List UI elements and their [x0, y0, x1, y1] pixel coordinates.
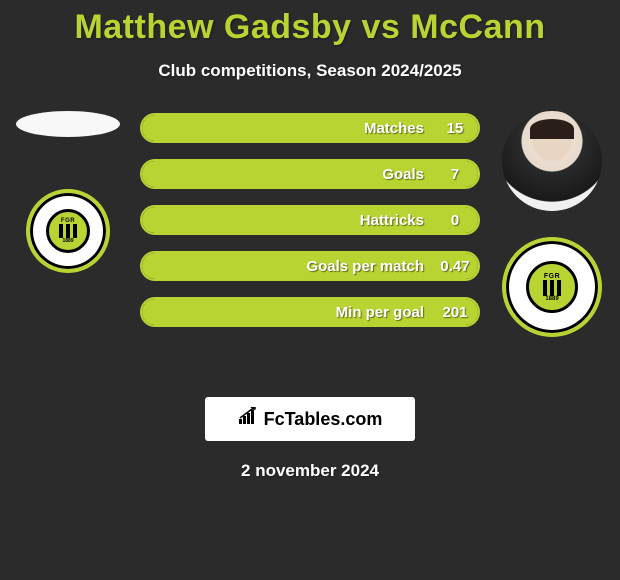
stat-bar: Hattricks0: [140, 205, 480, 235]
right-player-photo: [502, 111, 602, 211]
stat-value: 7: [432, 166, 478, 183]
club-abbr: FGR: [544, 273, 560, 280]
page-title: Matthew Gadsby vs McCann: [0, 0, 620, 47]
right-player-column: FGR 1889: [492, 111, 612, 337]
club-badge-inner: FGR 1889: [526, 261, 578, 313]
left-player-photo-placeholder: [16, 111, 120, 137]
season-subtitle: Club competitions, Season 2024/2025: [0, 61, 620, 81]
stat-value: 201: [432, 304, 478, 321]
footer-brand-text: FcTables.com: [264, 409, 383, 430]
stat-value: 0.47: [432, 258, 478, 275]
club-badge-inner: FGR 1889: [46, 209, 90, 253]
chart-icon: [238, 407, 260, 431]
club-stripes-icon: [543, 280, 561, 296]
stat-label: Goals per match: [142, 258, 432, 275]
stat-bar: Min per goal201: [140, 297, 480, 327]
stat-label: Matches: [142, 120, 432, 137]
club-year: 1889: [545, 296, 558, 302]
stat-value: 15: [432, 120, 478, 137]
snapshot-date: 2 november 2024: [0, 461, 620, 481]
stat-label: Min per goal: [142, 304, 432, 321]
stat-label: Hattricks: [142, 212, 432, 229]
footer-brand-logo[interactable]: FcTables.com: [205, 397, 415, 441]
stats-bars: Matches15 Goals7 Hattricks0 Goals per match…: [140, 111, 480, 327]
stat-label: Goals: [142, 166, 432, 183]
stat-bar: Goals per match0.47: [140, 251, 480, 281]
left-club-badge: FGR 1889: [26, 189, 110, 273]
stat-bar: Goals7: [140, 159, 480, 189]
comparison-content: FGR 1889 Matches15 Goals7 Hattricks0 Goals …: [0, 111, 620, 391]
club-year: 1889: [62, 238, 73, 244]
stat-bar: Matches15: [140, 113, 480, 143]
club-stripes-icon: [59, 224, 77, 238]
left-player-column: FGR 1889: [8, 111, 128, 273]
stat-value: 0: [432, 212, 478, 229]
right-club-badge: FGR 1889: [502, 237, 602, 337]
